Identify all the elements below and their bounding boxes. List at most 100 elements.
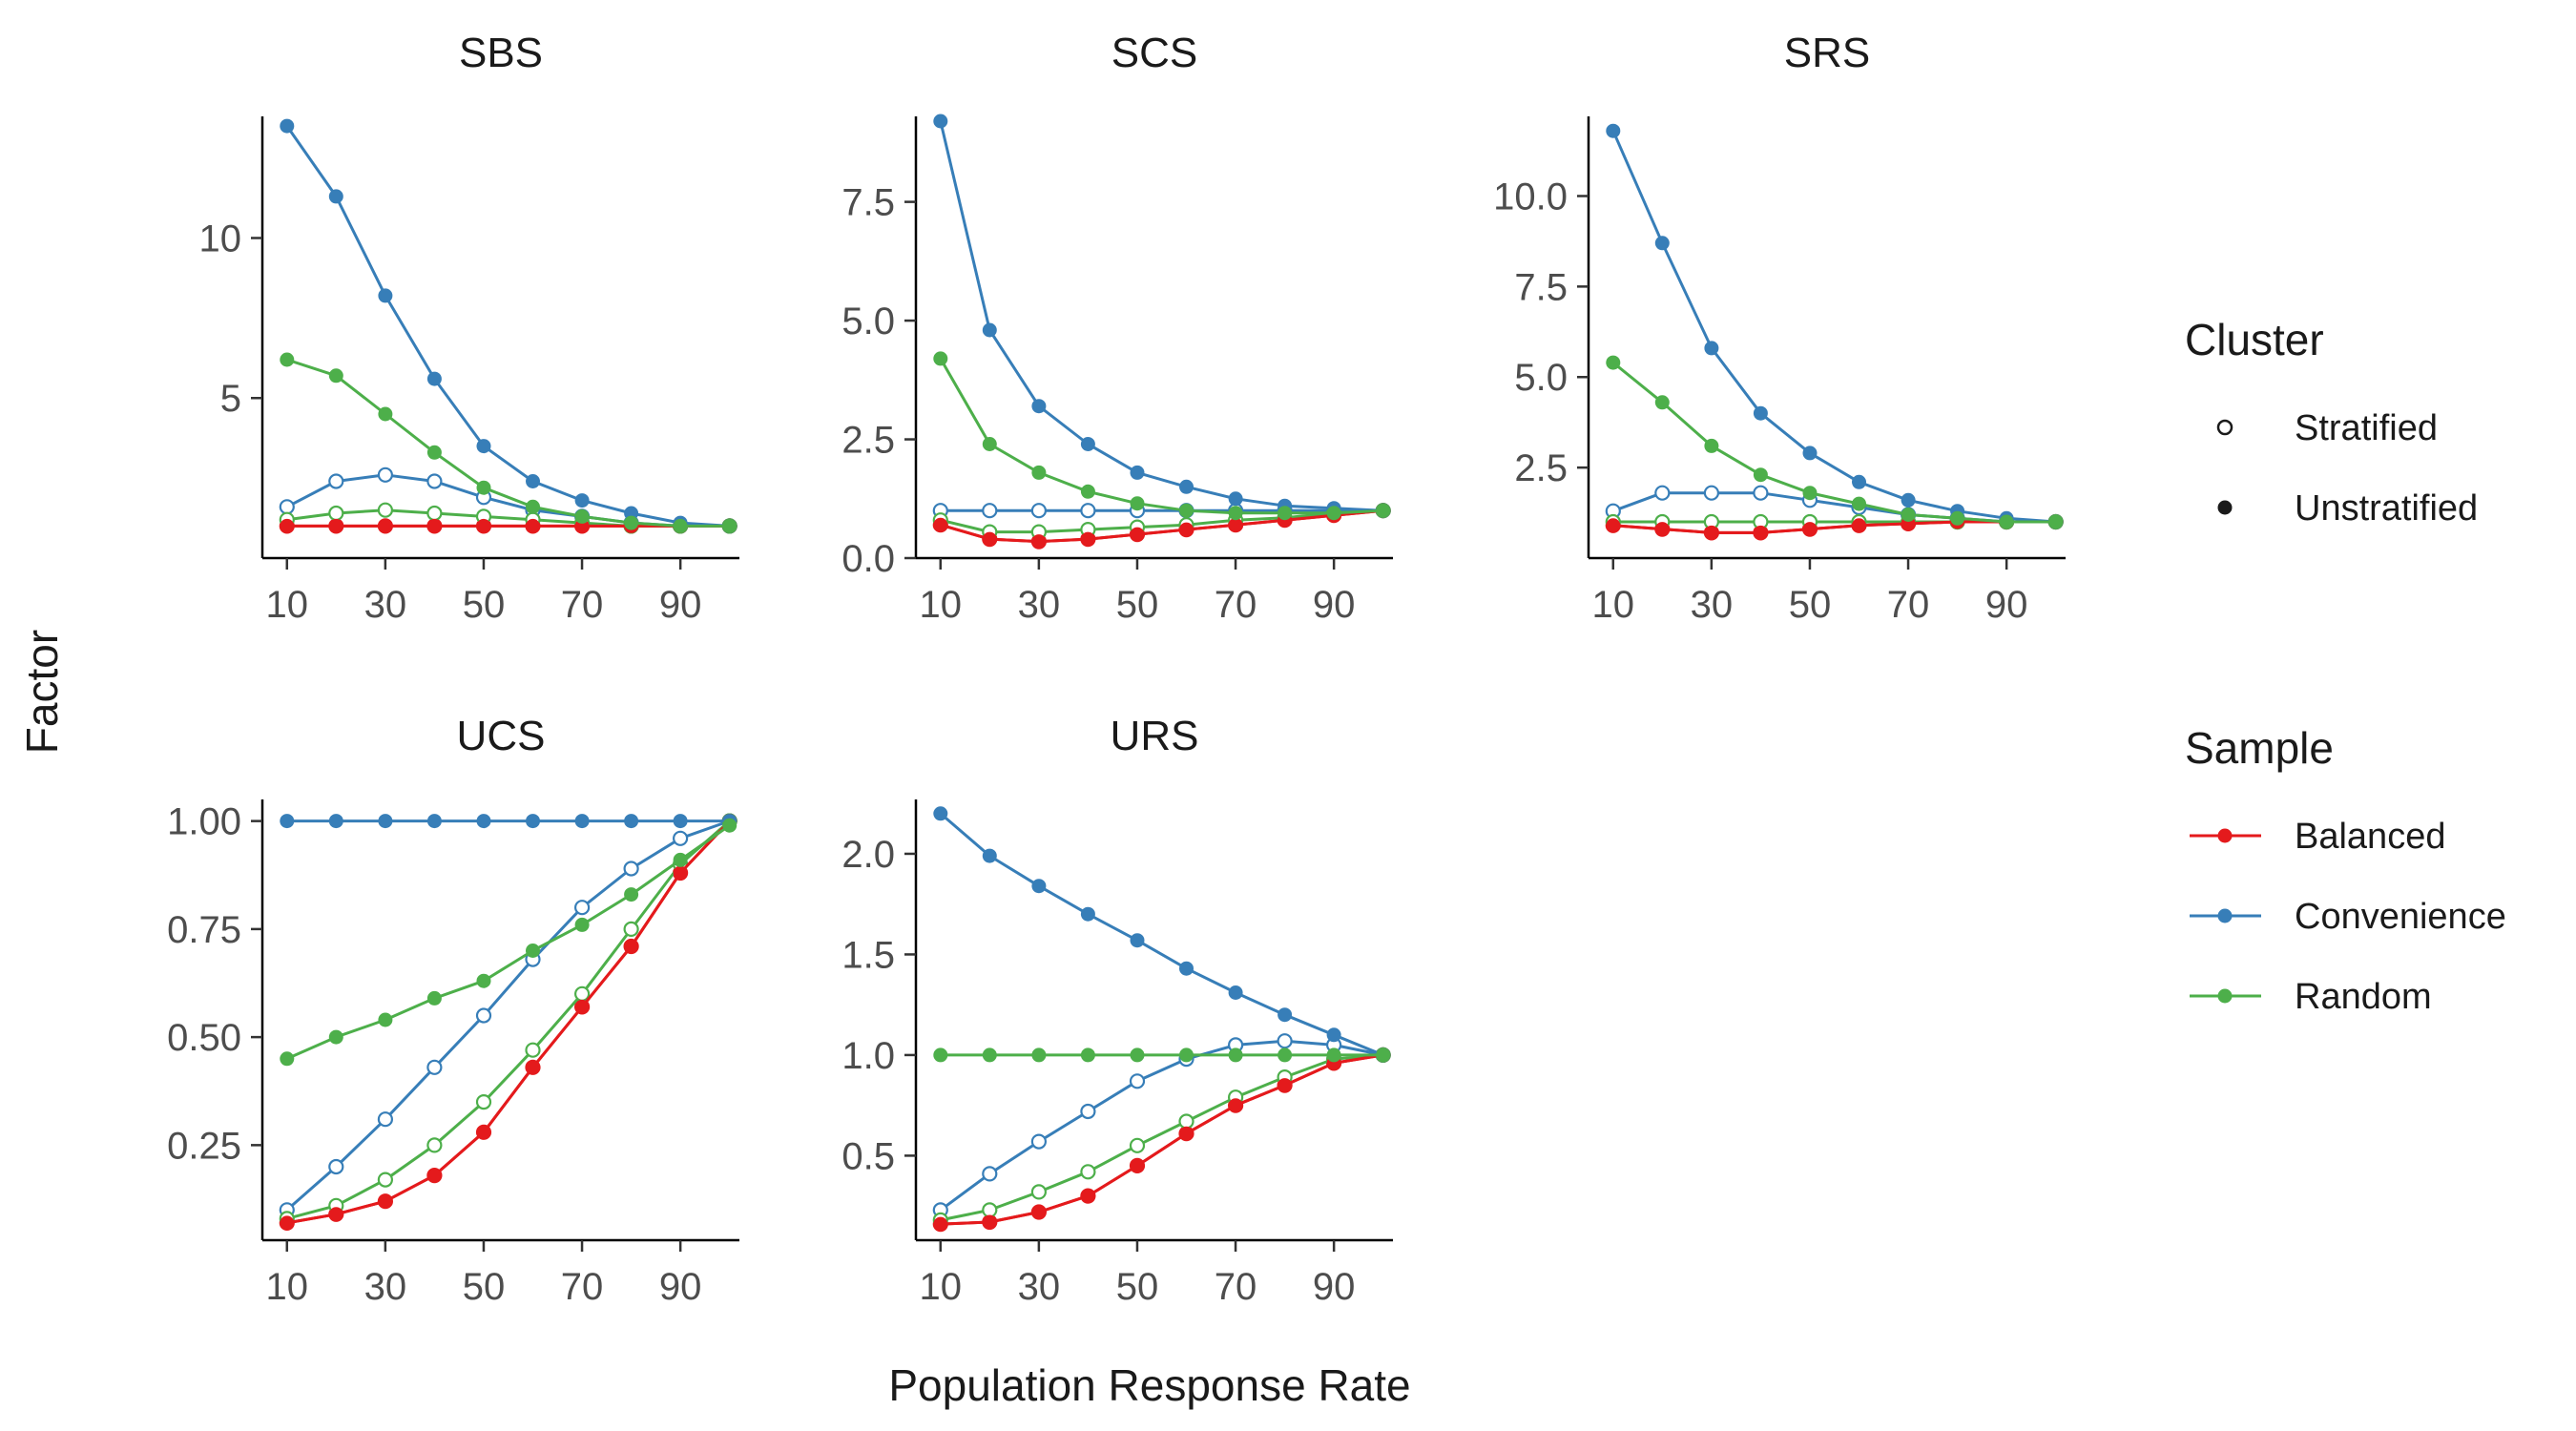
x-tick-label-sbs: 90 bbox=[659, 584, 702, 626]
point-convenience-stratified bbox=[672, 830, 689, 846]
legend: Cluster Stratified Unstratified Sample B… bbox=[2185, 315, 2506, 1017]
point-random-unstratified bbox=[1376, 1047, 1391, 1063]
point-convenience-unstratified bbox=[673, 814, 688, 829]
point-balanced-unstratified bbox=[1130, 527, 1145, 542]
point-random-unstratified bbox=[1031, 465, 1047, 480]
point-random-unstratified bbox=[1179, 1047, 1194, 1063]
legend-cluster-unstratified-label: Unstratified bbox=[2295, 488, 2478, 529]
point-convenience-stratified bbox=[982, 503, 998, 519]
point-convenience-unstratified bbox=[1753, 405, 1768, 421]
line-balanced-stratified bbox=[940, 1053, 1383, 1226]
legend-cluster-stratified-label: Stratified bbox=[2295, 408, 2438, 448]
series-scs-random-unstratified bbox=[933, 351, 1391, 521]
point-random-unstratified bbox=[673, 852, 688, 867]
random-point-key bbox=[2217, 988, 2233, 1004]
point-balanced-unstratified bbox=[1130, 1158, 1145, 1173]
point-convenience-stratified bbox=[426, 1059, 443, 1075]
point-convenience-unstratified bbox=[1130, 465, 1145, 480]
point-random-unstratified bbox=[722, 818, 737, 833]
y-axis-title: Factor bbox=[17, 630, 67, 754]
point-convenience-stratified bbox=[426, 473, 443, 489]
point-random-unstratified bbox=[476, 973, 491, 988]
series-scs-convenience-unstratified bbox=[933, 114, 1391, 518]
point-random-unstratified bbox=[426, 990, 442, 1006]
point-random-unstratified bbox=[933, 351, 948, 366]
y-tick-label-scs: 2.5 bbox=[841, 420, 895, 462]
legend-sample-random: Random bbox=[2190, 977, 2432, 1017]
point-balanced-unstratified bbox=[1228, 1098, 1243, 1113]
x-tick-label-srs: 10 bbox=[1592, 584, 1635, 626]
x-axis-title: Population Response Rate bbox=[888, 1360, 1410, 1410]
x-tick-label-urs: 10 bbox=[920, 1266, 963, 1308]
x-tick-label-urs: 70 bbox=[1215, 1266, 1257, 1308]
point-balanced-unstratified bbox=[426, 518, 442, 533]
series-urs-convenience-unstratified bbox=[933, 806, 1391, 1063]
point-convenience-unstratified bbox=[328, 189, 343, 204]
series-ucs-balanced-stratified bbox=[279, 813, 737, 1232]
point-random-unstratified bbox=[1950, 510, 1965, 526]
y-tick-label-urs: 1.5 bbox=[841, 934, 895, 976]
point-balanced-unstratified bbox=[378, 1193, 393, 1209]
point-convenience-unstratified bbox=[1179, 961, 1194, 976]
point-convenience-unstratified bbox=[1278, 1007, 1293, 1023]
point-balanced-unstratified bbox=[328, 518, 343, 533]
point-convenience-unstratified bbox=[378, 814, 393, 829]
x-tick-label-scs: 70 bbox=[1215, 584, 1257, 626]
line-convenience-unstratified bbox=[939, 812, 1384, 1057]
point-random-unstratified bbox=[476, 480, 491, 495]
point-balanced-unstratified bbox=[280, 518, 295, 533]
x-tick-label-sbs: 10 bbox=[266, 584, 309, 626]
point-random-unstratified bbox=[1999, 514, 2014, 529]
point-random-unstratified bbox=[526, 944, 540, 958]
point-convenience-stratified bbox=[1030, 1133, 1048, 1150]
panel-title-scs: SCS bbox=[1111, 30, 1197, 76]
line-random-stratified bbox=[940, 508, 1383, 534]
line-random-unstratified bbox=[286, 823, 731, 1061]
point-convenience-stratified bbox=[1654, 485, 1671, 501]
point-balanced-unstratified bbox=[476, 518, 491, 533]
line-balanced-unstratified bbox=[286, 819, 731, 1225]
y-tick-label-srs: 10.0 bbox=[1493, 176, 1568, 218]
panel-title-urs: URS bbox=[1111, 713, 1199, 759]
point-random-stratified bbox=[1129, 1137, 1146, 1153]
point-convenience-unstratified bbox=[574, 493, 590, 508]
point-convenience-stratified bbox=[573, 900, 591, 916]
point-convenience-unstratified bbox=[1228, 985, 1243, 1000]
series-urs-balanced-stratified bbox=[932, 1047, 1391, 1233]
point-random-unstratified bbox=[1654, 395, 1670, 410]
point-convenience-stratified bbox=[1030, 503, 1048, 519]
point-balanced-unstratified bbox=[1802, 522, 1818, 537]
point-balanced-unstratified bbox=[1179, 522, 1194, 537]
point-random-stratified bbox=[426, 505, 443, 522]
panel-title-srs: SRS bbox=[1784, 30, 1870, 76]
point-random-unstratified bbox=[624, 515, 639, 530]
point-random-unstratified bbox=[1326, 1047, 1341, 1063]
point-convenience-unstratified bbox=[1654, 236, 1670, 251]
x-tick-label-sbs: 30 bbox=[364, 584, 407, 626]
panel-scs: SCS 0.0 2.5 5.0 7.5 10 30 50 70 90 bbox=[841, 30, 1393, 626]
x-tick-label-ucs: 90 bbox=[659, 1266, 702, 1308]
point-random-stratified bbox=[525, 1042, 541, 1058]
x-tick-label-ucs: 10 bbox=[266, 1266, 309, 1308]
point-convenience-unstratified bbox=[933, 806, 948, 821]
convenience-point-key bbox=[2217, 908, 2233, 923]
x-tick-label-srs: 30 bbox=[1691, 584, 1734, 626]
y-tick-label-scs: 7.5 bbox=[841, 182, 895, 224]
point-random-stratified bbox=[573, 985, 591, 1002]
point-random-stratified bbox=[1080, 1164, 1096, 1180]
series-urs-convenience-stratified bbox=[932, 1033, 1391, 1218]
point-convenience-unstratified bbox=[1080, 437, 1095, 451]
point-convenience-stratified bbox=[1703, 485, 1720, 501]
x-tick-label-srs: 50 bbox=[1789, 584, 1832, 626]
point-convenience-stratified bbox=[1080, 503, 1096, 519]
point-balanced-unstratified bbox=[1606, 518, 1621, 533]
point-convenience-unstratified bbox=[1852, 474, 1866, 489]
panel-title-sbs: SBS bbox=[459, 30, 543, 76]
point-convenience-stratified bbox=[1277, 1033, 1293, 1049]
filled-circle-key bbox=[2217, 500, 2233, 515]
point-random-unstratified bbox=[574, 917, 590, 932]
series-srs-convenience-unstratified bbox=[1606, 123, 2064, 529]
point-random-unstratified bbox=[1376, 503, 1391, 518]
point-convenience-unstratified bbox=[526, 474, 540, 488]
line-balanced-stratified bbox=[286, 819, 731, 1225]
